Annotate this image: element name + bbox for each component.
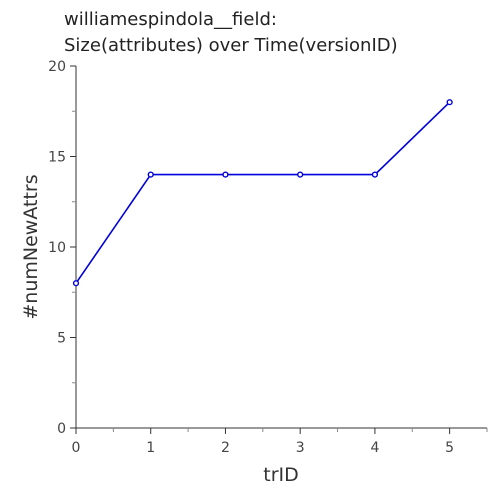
x-tick-label: 4: [370, 440, 379, 456]
data-point: [222, 171, 229, 178]
x-axis-label: trID: [263, 464, 299, 486]
y-tick-label: 0: [57, 421, 66, 437]
data-point: [297, 171, 304, 178]
y-axis-ticks: 0 5 10 15 20: [48, 59, 76, 437]
data-point: [72, 280, 80, 287]
x-axis-ticks: 0 1 2 3 4 5: [72, 428, 488, 456]
y-tick-label: 10: [48, 240, 66, 256]
x-tick-label: 3: [296, 440, 305, 456]
series-layer: [72, 99, 453, 287]
y-tick-label: 20: [48, 59, 66, 75]
data-point: [446, 99, 453, 106]
data-point: [371, 171, 379, 178]
y-axis-label: #numNewAttrs: [20, 174, 42, 319]
data-point: [147, 171, 154, 178]
chart-title: williamespindola__field:: [64, 9, 277, 30]
series-line: [75, 101, 451, 284]
x-tick-label: 5: [445, 440, 454, 456]
y-tick-label: 15: [48, 150, 66, 166]
x-tick-label: 2: [221, 440, 230, 456]
x-tick-label: 1: [146, 440, 155, 456]
y-tick-label: 5: [57, 331, 66, 347]
chart-subtitle: Size(attributes) over Time(versionID): [64, 35, 398, 56]
x-tick-label: 0: [72, 440, 81, 456]
